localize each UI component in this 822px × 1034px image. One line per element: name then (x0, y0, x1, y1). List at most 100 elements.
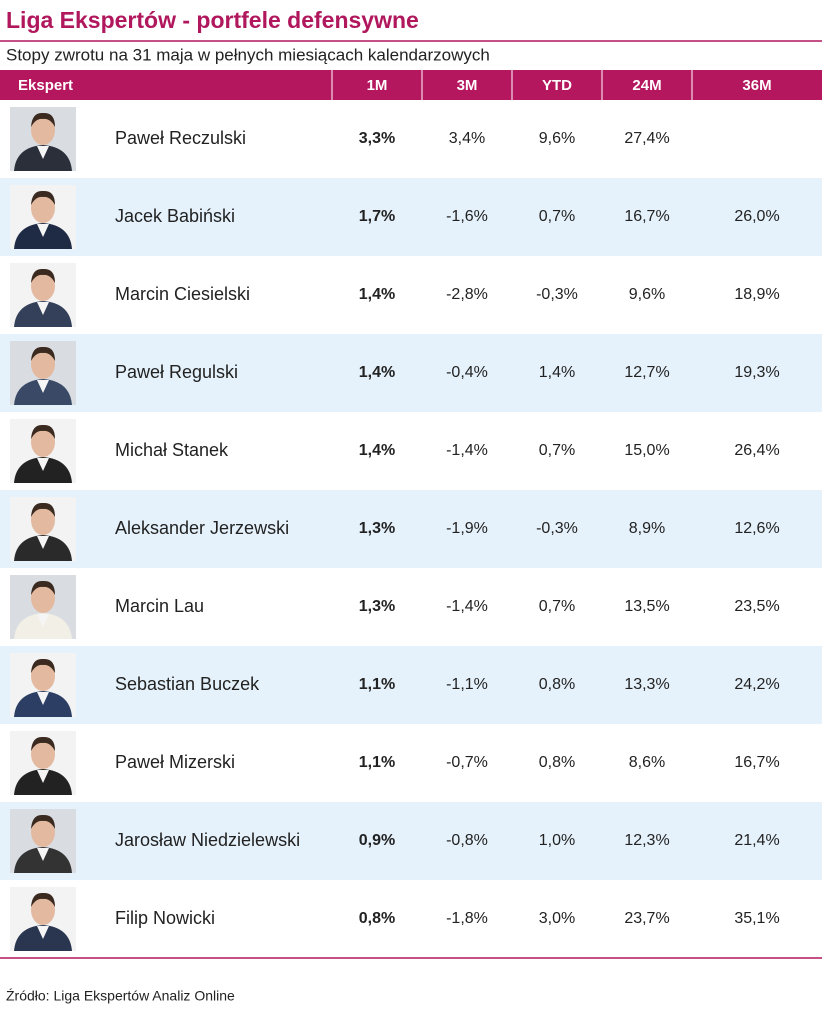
return-value: -0,7% (446, 754, 488, 771)
expert-name: Michał Stanek (115, 440, 229, 460)
expert-photo (10, 731, 76, 795)
row-band (0, 334, 822, 412)
expert-photo (10, 887, 76, 951)
return-value: 12,6% (734, 520, 779, 537)
return-value: 13,3% (624, 676, 669, 693)
return-value: -1,1% (446, 676, 488, 693)
photo-hair (31, 736, 55, 751)
return-value: 23,7% (624, 910, 669, 927)
return-value: 26,4% (734, 442, 779, 459)
photo-head (31, 271, 55, 301)
return-value: -1,4% (446, 598, 488, 615)
return-value: 1,3% (359, 520, 395, 537)
return-value: 9,6% (539, 130, 575, 147)
expert-photo (10, 263, 76, 327)
return-value: -0,3% (536, 286, 578, 303)
photo-hair (31, 268, 55, 283)
expert-photo (10, 575, 76, 639)
column-header: 1M (367, 77, 388, 94)
return-value: 12,7% (624, 364, 669, 381)
photo-head (31, 895, 55, 925)
return-value: 16,7% (734, 754, 779, 771)
photo-hair (31, 814, 55, 829)
photo-shirt (37, 146, 49, 159)
return-value: 12,3% (624, 832, 669, 849)
return-value: 1,0% (539, 832, 575, 849)
expert-name: Jarosław Niedzielewski (115, 830, 300, 850)
photo-shirt (37, 302, 49, 315)
photo-shirt (37, 770, 49, 783)
return-value: 3,0% (539, 910, 575, 927)
return-value: 1,4% (359, 286, 395, 303)
return-value: -0,8% (446, 832, 488, 849)
photo-head (31, 583, 55, 613)
photo-hair (31, 112, 55, 127)
return-value: 0,8% (539, 676, 575, 693)
return-value: -1,4% (446, 442, 488, 459)
return-value: 8,6% (629, 754, 665, 771)
photo-head (31, 739, 55, 769)
return-value: 15,0% (624, 442, 669, 459)
column-header: YTD (542, 77, 572, 94)
return-value: 18,9% (734, 286, 779, 303)
row-band (0, 646, 822, 724)
expert-photo (10, 653, 76, 717)
expert-photo (10, 419, 76, 483)
photo-shirt (37, 380, 49, 393)
photo-shirt (37, 692, 49, 705)
column-header: 24M (632, 77, 661, 94)
photo-head (31, 193, 55, 223)
return-value: 0,7% (539, 442, 575, 459)
return-value: -1,9% (446, 520, 488, 537)
photo-shirt (37, 224, 49, 237)
return-value: 1,3% (359, 598, 395, 615)
return-value: 0,7% (539, 208, 575, 225)
photo-shirt (37, 458, 49, 471)
expert-photo (10, 341, 76, 405)
expert-name: Marcin Ciesielski (115, 284, 250, 304)
expert-name: Paweł Regulski (115, 362, 238, 382)
photo-hair (31, 346, 55, 361)
expert-name: Sebastian Buczek (115, 674, 260, 694)
column-header: 36M (742, 77, 771, 94)
photo-shirt (37, 614, 49, 627)
return-value: 19,3% (734, 364, 779, 381)
photo-shirt (37, 926, 49, 939)
return-value: 0,8% (359, 910, 395, 927)
photo-head (31, 349, 55, 379)
return-value: -0,4% (446, 364, 488, 381)
return-value: 0,7% (539, 598, 575, 615)
column-header: Ekspert (18, 77, 73, 94)
row-band (0, 490, 822, 568)
expert-name: Filip Nowicki (115, 908, 215, 928)
photo-hair (31, 892, 55, 907)
row-band (0, 802, 822, 880)
return-value: 9,6% (629, 286, 665, 303)
return-value: 1,4% (359, 442, 395, 459)
expert-name: Paweł Mizerski (115, 752, 235, 772)
photo-hair (31, 580, 55, 595)
return-value: -0,3% (536, 520, 578, 537)
return-value: 35,1% (734, 910, 779, 927)
return-value: 1,1% (359, 754, 395, 771)
photo-head (31, 427, 55, 457)
return-value: 1,4% (359, 364, 395, 381)
return-value: 3,4% (449, 130, 485, 147)
subtitle: Stopy zwrotu na 31 maja w pełnych miesią… (6, 45, 490, 64)
return-value: 13,5% (624, 598, 669, 615)
expert-photo (10, 185, 76, 249)
return-value: 26,0% (734, 208, 779, 225)
title: Liga Ekspertów - portfele defensywne (6, 7, 419, 33)
expert-name: Marcin Lau (115, 596, 204, 616)
return-value: 0,8% (539, 754, 575, 771)
expert-photo (10, 497, 76, 561)
expert-photo (10, 107, 76, 171)
photo-hair (31, 502, 55, 517)
column-header: 3M (457, 77, 478, 94)
photo-head (31, 115, 55, 145)
source: Źródło: Liga Ekspertów Analiz Online (6, 988, 235, 1004)
return-value: -1,8% (446, 910, 488, 927)
row-band (0, 178, 822, 256)
photo-hair (31, 658, 55, 673)
